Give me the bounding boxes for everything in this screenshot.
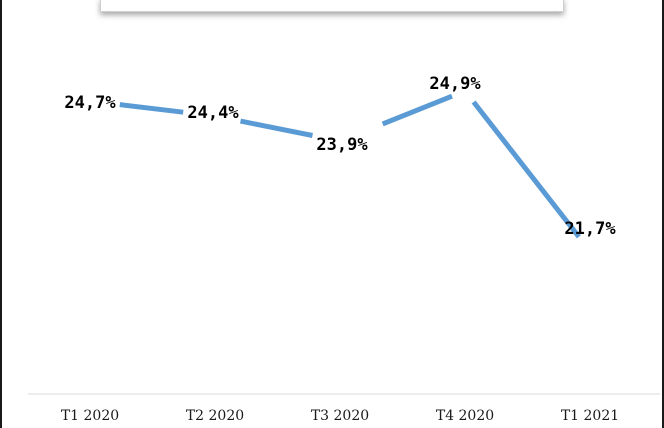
data-label-3: 23,9% <box>316 135 368 155</box>
data-labels: 24,7% 24,4% 23,9% 24,9% 21,7% <box>64 74 616 239</box>
x-tick-label: T2 2020 <box>186 408 244 424</box>
data-label-2: 24,4% <box>187 103 239 123</box>
series-line <box>119 93 581 239</box>
x-tick-label: T3 2020 <box>311 408 369 424</box>
line-segment-4 <box>471 100 581 239</box>
data-label-1: 24,7% <box>64 93 116 113</box>
line-segment-2 <box>240 118 313 138</box>
data-label-4: 24,9% <box>429 74 481 94</box>
chart-title-box <box>100 0 564 12</box>
x-tick-label: T4 2020 <box>436 408 494 424</box>
x-tick-labels: T1 2020 T2 2020 T3 2020 T4 2020 T1 2021 <box>61 408 619 424</box>
x-tick-label: T1 2021 <box>561 408 619 424</box>
line-segment-3 <box>381 93 453 127</box>
x-tick-label: T1 2020 <box>61 408 119 424</box>
data-label-5: 21,7% <box>564 219 616 239</box>
line-segment-1 <box>119 102 184 115</box>
